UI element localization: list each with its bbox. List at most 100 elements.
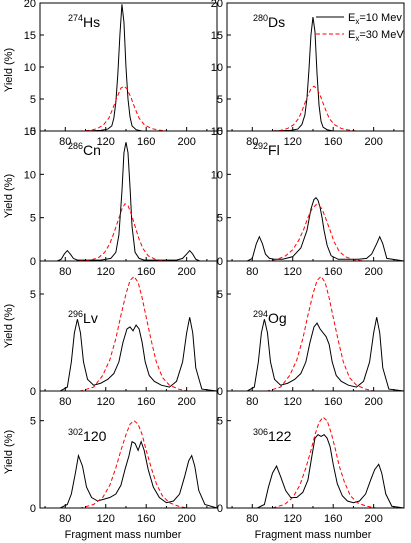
panel-og: 80 120 160 200 0 5 294Og — [217, 260, 405, 408]
x-tick-label: 120 — [284, 396, 302, 408]
x-tick-label: 160 — [137, 136, 155, 148]
x-tick-label: 160 — [324, 513, 342, 525]
nucleus-symbol: Hs — [83, 14, 100, 30]
panel-frame — [39, 260, 218, 392]
x-tick-label: 160 — [324, 266, 342, 278]
series-line-ex30 — [227, 416, 404, 509]
panel-frame — [39, 2, 218, 132]
nucleus-mass: 280 — [253, 13, 268, 23]
x-tick-label: 120 — [97, 266, 115, 278]
nucleus-symbol: Ds — [268, 14, 285, 30]
nucleus-label: 306122 — [253, 427, 292, 444]
series-line-ex10 — [227, 17, 404, 132]
nucleus-label: 302120 — [68, 427, 107, 444]
nucleus-mass: 274 — [68, 13, 83, 23]
panel-frame — [39, 390, 218, 509]
series-line-ex10 — [227, 197, 405, 262]
panel-frame — [39, 130, 218, 262]
y-tick-label: 5 — [30, 289, 36, 301]
y-tick-label: 15 — [211, 126, 223, 138]
nucleus-label: 292Fl — [253, 141, 280, 158]
nucleus-mass: 292 — [253, 141, 268, 151]
y-tick-label: 0 — [217, 386, 223, 398]
nucleus-mass: 296 — [68, 309, 83, 319]
y-axis-label-row2: Yield (%) — [3, 174, 15, 218]
panel-122: 80 120 160 200 0 5 306122 — [217, 390, 405, 525]
x-tick-label: 120 — [284, 513, 302, 525]
nucleus-label: 294Og — [253, 309, 287, 326]
series-line-ex30 — [227, 204, 404, 262]
y-tick-label: 5 — [217, 213, 223, 225]
x-tick-label: 80 — [246, 513, 258, 525]
y-tick-label: 0 — [217, 503, 223, 515]
nucleus-mass: 306 — [253, 427, 268, 437]
y-tick-label: 0 — [217, 126, 223, 138]
y-axis-label-row1: Yield (%) — [3, 48, 15, 92]
x-tick-label: 80 — [246, 396, 258, 408]
panel-ds: 80 120 160 200 0 5 10 15 20 280Ds — [211, 0, 405, 148]
y-tick-label: 10 — [211, 62, 223, 74]
y-tick-label: 10 — [24, 62, 36, 74]
x-tick-label: 120 — [284, 266, 302, 278]
x-tick-label: 200 — [177, 396, 195, 408]
series-line-ex30 — [40, 203, 217, 262]
panel-lv: 80 120 160 200 0 5 296Lv — [30, 260, 218, 408]
series-line-ex30 — [227, 85, 404, 132]
x-tick-label: 200 — [177, 266, 195, 278]
legend: Ex=10 Mev Ex=30 MeV — [316, 12, 404, 43]
x-tick-label: 200 — [364, 396, 382, 408]
nucleus-mass: 294 — [253, 309, 268, 319]
nucleus-mass: 302 — [68, 427, 83, 437]
x-tick-label: 160 — [137, 396, 155, 408]
x-tick-label: 120 — [284, 136, 302, 148]
x-tick-label: 80 — [59, 266, 71, 278]
y-tick-label: 20 — [211, 0, 223, 10]
y-tick-label: 5 — [30, 94, 36, 106]
legend-label-ex10: Ex=10 Mev — [348, 12, 402, 26]
nucleus-symbol: Fl — [268, 142, 280, 158]
y-tick-label: 5 — [30, 213, 36, 225]
y-tick-label: 20 — [24, 0, 36, 10]
series-line-ex10 — [40, 440, 218, 509]
x-tick-label: 160 — [324, 136, 342, 148]
nucleus-label: 296Lv — [68, 309, 98, 326]
panel-cn: 80 120 160 200 0 5 10 15 286Cn — [24, 126, 218, 278]
y-tick-label: 10 — [24, 169, 36, 181]
axis-labels: Fragment mass number Fragment mass numbe… — [3, 48, 372, 541]
x-tick-label: 160 — [137, 266, 155, 278]
x-tick-label: 200 — [177, 513, 195, 525]
x-tick-label: 80 — [246, 266, 258, 278]
panel-hs: 80 120 160 200 0 5 10 15 20 274Hs — [24, 0, 218, 148]
nucleus-symbol: Og — [268, 310, 287, 326]
x-tick-label: 160 — [324, 396, 342, 408]
series-line-ex30 — [40, 420, 217, 509]
nucleus-symbol: Lv — [83, 310, 98, 326]
y-tick-label: 0 — [217, 256, 223, 268]
y-axis-label-row3: Yield (%) — [3, 304, 15, 348]
y-tick-label: 5 — [217, 416, 223, 428]
nucleus-symbol: 120 — [83, 428, 107, 444]
series-line-ex10 — [40, 4, 217, 132]
y-tick-label: 0 — [30, 503, 36, 515]
nucleus-label: 280Ds — [253, 13, 285, 30]
panel-fl: 80 120 160 200 0 5 10 15 292Fl — [211, 126, 405, 278]
series-line-ex10 — [227, 434, 405, 509]
nucleus-label: 274Hs — [68, 13, 100, 30]
series-line-ex10 — [40, 317, 218, 392]
x-tick-label: 80 — [59, 513, 71, 525]
x-tick-label: 80 — [59, 136, 71, 148]
nucleus-mass: 286 — [68, 141, 83, 151]
x-tick-label: 200 — [364, 136, 382, 148]
x-tick-label: 120 — [97, 396, 115, 408]
panel-frame — [226, 390, 405, 509]
x-tick-label: 200 — [364, 513, 382, 525]
panel-frame — [226, 260, 405, 392]
y-tick-label: 15 — [24, 126, 36, 138]
x-axis-label-right: Fragment mass number — [255, 529, 372, 541]
x-tick-label: 200 — [364, 266, 382, 278]
series-line-ex30 — [40, 85, 217, 132]
y-tick-label: 10 — [211, 169, 223, 181]
